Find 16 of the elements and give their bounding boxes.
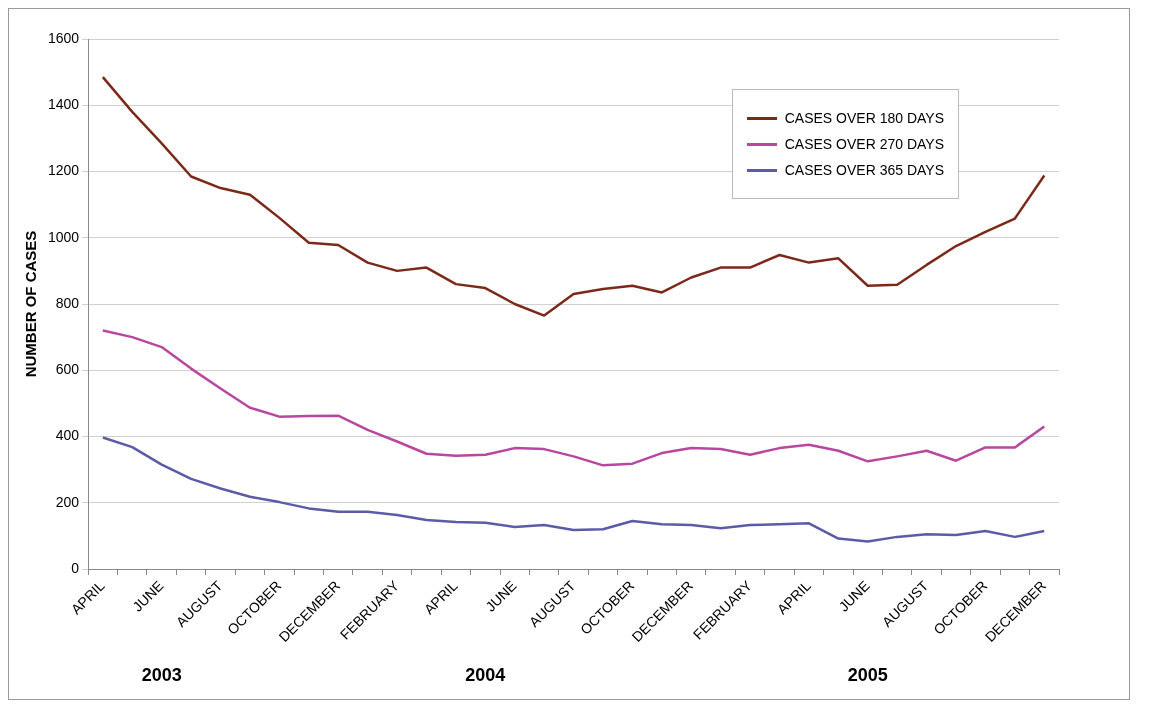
y-tick-label: 800 xyxy=(55,294,80,311)
legend-label: CASES OVER 270 DAYS xyxy=(784,136,944,152)
y-tick-label: 200 xyxy=(55,493,80,510)
y-tick-label: 1000 xyxy=(47,228,80,245)
y-tick-label: 600 xyxy=(55,361,80,378)
text: 2003 xyxy=(141,665,182,685)
text: 2005 xyxy=(847,665,888,685)
y-axis-title: NUMBER OF CASES xyxy=(22,230,40,378)
y-tick-label: 0 xyxy=(71,559,80,576)
y-tick-label: 1400 xyxy=(47,96,80,113)
legend-label: CASES OVER 365 DAYS xyxy=(784,162,944,178)
y-tick-label: 1200 xyxy=(47,162,80,179)
y-tick-label: 400 xyxy=(55,427,80,444)
text: 2004 xyxy=(465,665,506,685)
y-tick-label: 1600 xyxy=(47,29,80,46)
legend-label: CASES OVER 180 DAYS xyxy=(784,110,944,126)
